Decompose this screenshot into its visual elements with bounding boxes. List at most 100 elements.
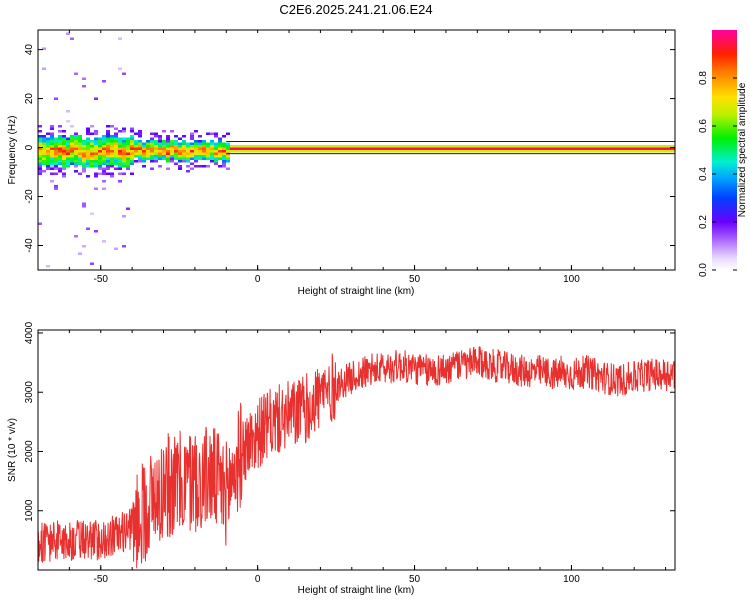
heatmap-cell <box>110 152 114 155</box>
heatmap-cell <box>174 157 178 160</box>
heatmap-cell <box>190 152 194 155</box>
heatmap-cell <box>78 155 82 158</box>
heatmap-cell <box>54 160 58 163</box>
heatmap-cell <box>558 147 562 150</box>
heatmap-cell <box>42 150 46 153</box>
heatmap-cell <box>646 147 650 150</box>
heatmap-cell <box>214 160 218 163</box>
heatmap-cell <box>446 147 450 150</box>
heatmap-cell <box>110 165 114 168</box>
heatmap-cell <box>50 125 54 128</box>
heatmap-cell <box>138 130 142 133</box>
heatmap-cell <box>106 147 110 150</box>
heatmap-cell <box>166 145 170 148</box>
heatmap-cell <box>62 172 66 175</box>
heatmap-cell <box>210 150 214 153</box>
heatmap-cell <box>122 72 126 75</box>
heatmap-cell <box>174 150 178 153</box>
heatmap-cell <box>98 137 102 140</box>
heatmap-cell <box>130 127 134 130</box>
heatmap-cell <box>226 167 230 170</box>
heatmap-cell <box>210 142 214 145</box>
heatmap-cell <box>106 135 110 138</box>
heatmap-cell <box>46 165 50 168</box>
heatmap-cell <box>122 137 126 140</box>
heatmap-cell <box>78 152 82 155</box>
heatmap-cell <box>110 155 114 158</box>
heatmap-cell <box>618 147 622 150</box>
heatmap-cell <box>586 150 590 153</box>
heatmap-cell <box>206 142 210 145</box>
heatmap-cell <box>50 132 54 135</box>
heatmap-cell <box>154 135 158 138</box>
heatmap-cell <box>82 147 86 150</box>
heatmap-cell <box>466 145 470 148</box>
heatmap-cell <box>118 157 122 160</box>
heatmap-cell <box>118 140 122 143</box>
heatmap-cell <box>494 145 498 148</box>
heatmap-cell <box>66 140 70 143</box>
heatmap-cell <box>514 147 518 150</box>
heatmap-cell <box>102 147 106 150</box>
heatmap-cell <box>70 140 74 143</box>
heatmap-cell <box>166 142 170 145</box>
heatmap-cell <box>438 150 442 153</box>
heatmap-cell <box>514 150 518 153</box>
heatmap-cell <box>122 157 126 160</box>
heatmap-cell <box>50 127 54 130</box>
heatmap-cell <box>290 147 294 150</box>
heatmap-cell <box>46 145 50 148</box>
heatmap-cell <box>130 157 134 160</box>
heatmap-cell <box>50 147 54 150</box>
heatmap-cell <box>586 147 590 150</box>
heatmap-cell <box>122 145 126 148</box>
heatmap-cell <box>110 150 114 153</box>
heatmap-cell <box>130 130 134 133</box>
heatmap-cell <box>334 147 338 150</box>
heatmap-cell <box>126 160 130 163</box>
heatmap-cell <box>94 165 98 168</box>
heatmap-cell <box>142 150 146 153</box>
heatmap-cell <box>102 167 106 170</box>
heatmap-cell <box>62 145 66 148</box>
heatmap-cell <box>150 140 154 143</box>
heatmap-cell <box>342 147 346 150</box>
heatmap-cell <box>86 155 90 158</box>
heatmap-cell <box>158 150 162 153</box>
heatmap-cell <box>82 140 86 143</box>
heatmap-cell <box>90 212 94 215</box>
heatmap-cell <box>126 145 130 148</box>
heatmap-cell <box>94 160 98 163</box>
heatmap-cell <box>570 150 574 153</box>
heatmap-cell <box>130 137 134 140</box>
heatmap-cell <box>286 147 290 150</box>
heatmap-cell <box>70 157 74 160</box>
heatmap-cell <box>158 152 162 155</box>
heatmap-cell <box>58 150 62 153</box>
heatmap-cell <box>270 145 274 148</box>
heatmap-cell <box>102 155 106 158</box>
heatmap-cell <box>142 152 146 155</box>
snr-x-ticks: -50 0 50 100 <box>37 330 667 585</box>
heatmap-cell <box>98 162 102 165</box>
heatmap-cell <box>58 147 62 150</box>
heatmap-cell <box>598 147 602 150</box>
heatmap-cell <box>346 150 350 153</box>
heatmap-cell <box>122 162 126 165</box>
heatmap-cell <box>258 150 262 153</box>
heatmap-cell <box>78 140 82 143</box>
heatmap-cell <box>410 147 414 150</box>
heatmap-cell <box>554 145 558 148</box>
heatmap-cell <box>70 152 74 155</box>
heatmap-cell <box>274 147 278 150</box>
heatmap-cell <box>190 137 194 140</box>
heatmap-cell <box>306 147 310 150</box>
heatmap-cell <box>570 147 574 150</box>
heatmap-cell <box>90 125 94 128</box>
heatmap-cell <box>654 147 658 150</box>
heatmap-cell <box>86 227 90 230</box>
heatmap-cell <box>354 150 358 153</box>
heatmap-cell <box>374 145 378 148</box>
heatmap-cell <box>162 147 166 150</box>
heatmap-cell <box>666 145 670 148</box>
